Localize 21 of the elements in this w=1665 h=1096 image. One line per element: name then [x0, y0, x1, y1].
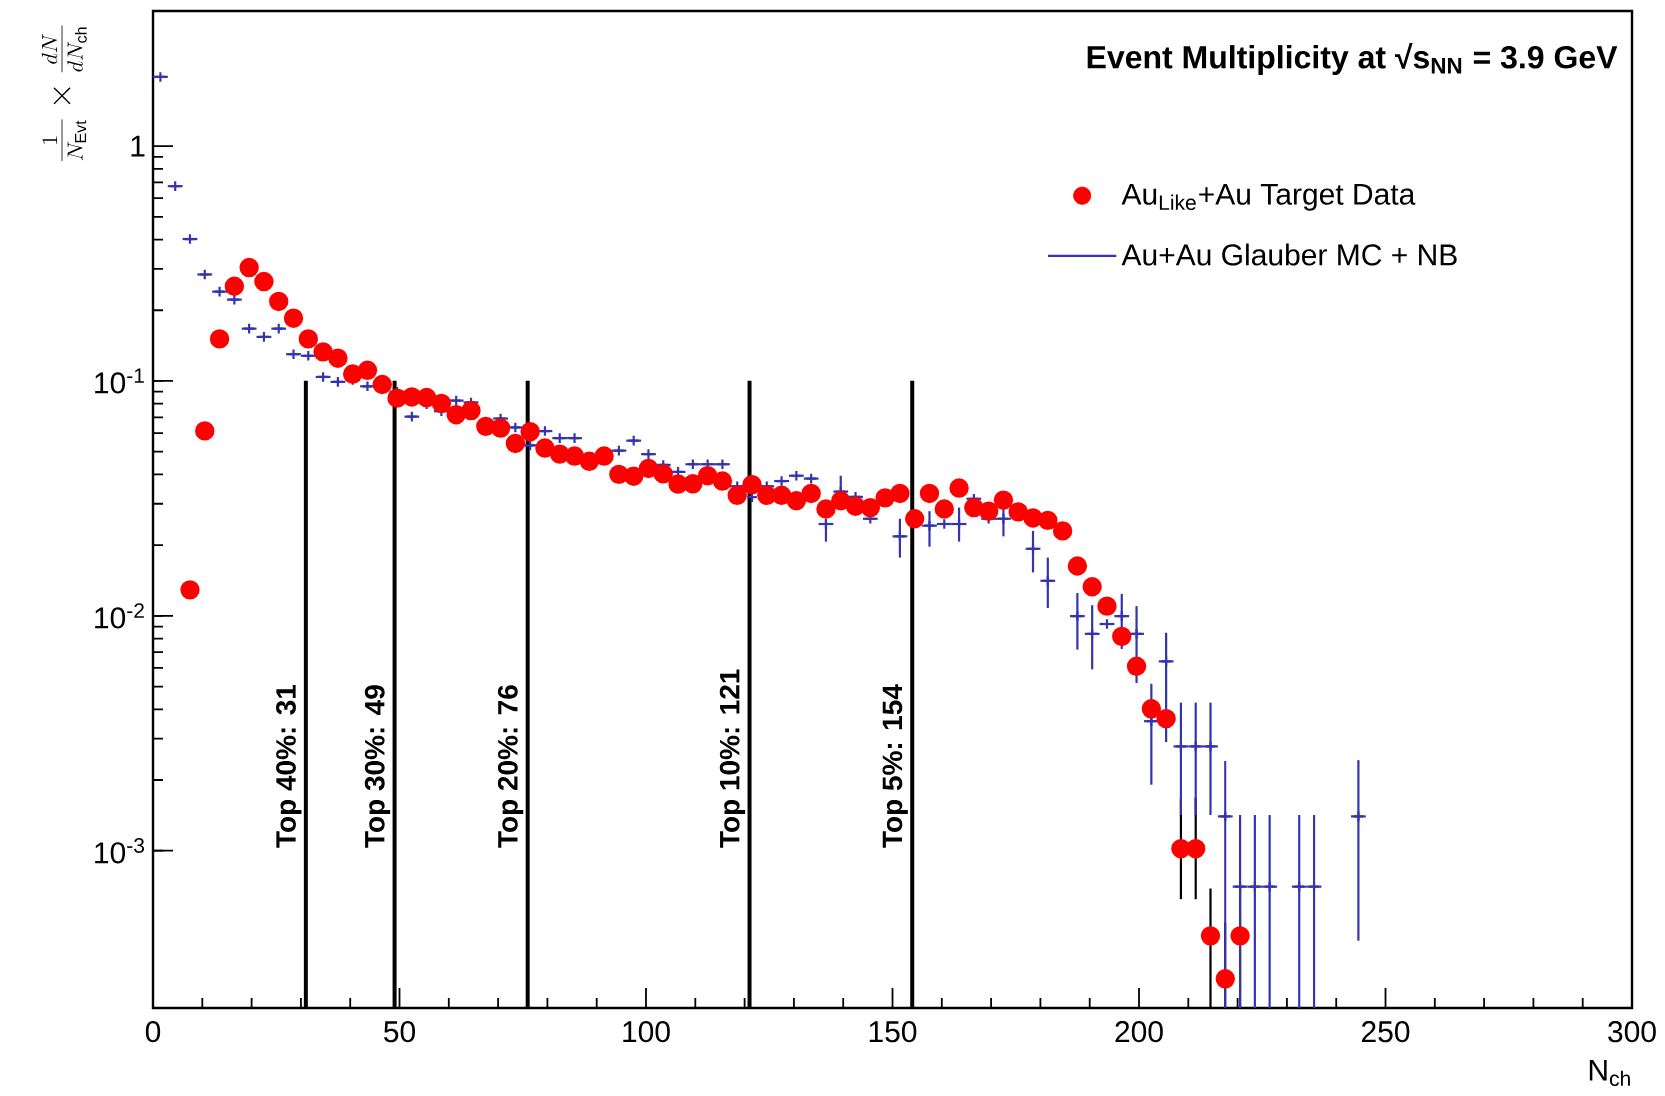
x-tick-label: 150 [869, 1021, 917, 1043]
ref-line-label: Top 30%: 49 [364, 685, 391, 848]
ref-line-label: Top 5%: 154 [882, 684, 908, 848]
y-tick-label: 10$^{-2}$ [95, 603, 144, 629]
x-tick-label: 100 [623, 1021, 670, 1043]
legend-label: Au+Au Glauber MC + NB [1121, 243, 1457, 266]
y-axis-title: $\frac{1}{N_{\mathrm{Evt}}}\times\frac{dN}{dN_{\mathrm{ch}}}$ [41, 25, 87, 162]
x-tick-label: 250 [1361, 1021, 1410, 1043]
y-tick-label: 10$^{-1}$ [95, 368, 144, 394]
text: Event Multiplicity at √s$_{NN}$ = 3.9 GeV [1087, 42, 1618, 75]
x-tick-label: 0 [145, 1021, 161, 1043]
ref-line-label: Top 40%: 31 [276, 684, 302, 848]
x-axis-title: N$_{ch}$ [1589, 1059, 1630, 1087]
legend-label: Au$_{Like}$+Au Target Data [1121, 183, 1416, 211]
x-tick-label: 300 [1608, 1021, 1656, 1043]
ref-line-label: Top 10%: 121 [719, 669, 746, 848]
ref-line-label: Top 20%: 76 [497, 685, 524, 848]
y-tick-label: 10$^{-3}$ [95, 838, 145, 864]
x-tick-label: 200 [1115, 1021, 1163, 1043]
y-tick-label: 1 [131, 135, 145, 157]
x-tick-label: 50 [384, 1021, 415, 1043]
